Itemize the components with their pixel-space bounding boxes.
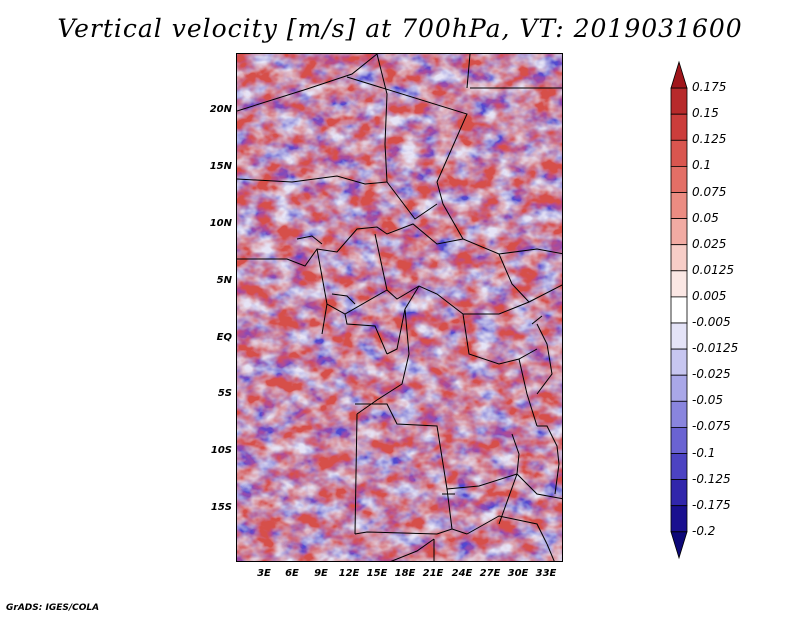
colorbar-bin xyxy=(670,426,688,454)
colorbar-level-label: 0.1 xyxy=(692,158,712,173)
colorbar-level-label: -0.2 xyxy=(692,523,716,538)
colorbar-level-label: 0.15 xyxy=(692,106,719,121)
colorbar xyxy=(670,60,688,560)
lon-label-15e: 15E xyxy=(366,568,388,579)
lon-label-6e: 6E xyxy=(285,568,299,579)
colorbar-level-label: -0.0125 xyxy=(692,341,739,356)
colorbar-level-label: -0.175 xyxy=(692,497,731,512)
colorbar-bin xyxy=(670,505,688,533)
lon-label-18e: 18E xyxy=(394,568,416,579)
colorbar-level-label: 0.05 xyxy=(692,210,719,225)
lat-label-5n: 5N xyxy=(216,275,232,286)
colorbar-bin xyxy=(670,322,688,350)
lon-label-12e: 12E xyxy=(338,568,360,579)
lon-label-27e: 27E xyxy=(479,568,501,579)
lon-label-33e: 33E xyxy=(535,568,557,579)
colorbar-bin xyxy=(670,113,688,141)
lon-label-24e: 24E xyxy=(451,568,473,579)
plot-title: Vertical velocity [m/s] at 700hPa, VT: 2… xyxy=(57,14,743,43)
colorbar-bin xyxy=(670,348,688,376)
colorbar-bin xyxy=(670,479,688,507)
colorbar-level-label: 0.125 xyxy=(692,132,727,147)
lon-label-3e: 3E xyxy=(257,568,271,579)
grads-credit: GrADS: IGES/COLA xyxy=(6,603,100,613)
colorbar-bin xyxy=(670,192,688,220)
colorbar-level-label: 0.075 xyxy=(692,184,727,199)
lat-label-10s: 10S xyxy=(210,445,232,456)
lon-label-21e: 21E xyxy=(422,568,444,579)
colorbar-bin xyxy=(670,531,688,560)
country-borders xyxy=(237,54,562,561)
colorbar-bin xyxy=(670,374,688,402)
lat-label-15s: 15S xyxy=(210,502,232,513)
colorbar-level-label: -0.005 xyxy=(692,315,731,329)
colorbar-level-label: -0.075 xyxy=(692,419,731,434)
colorbar-level-label: 0.005 xyxy=(692,288,727,303)
map-panel xyxy=(236,53,563,562)
colorbar-bin xyxy=(670,218,688,246)
colorbar-bin xyxy=(670,296,688,324)
colorbar-bin xyxy=(670,270,688,298)
colorbar-level-label: -0.05 xyxy=(692,393,724,408)
colorbar-bin xyxy=(670,166,688,193)
lat-label-10n: 10N xyxy=(209,218,232,229)
lon-label-9e: 9E xyxy=(314,568,328,579)
colorbar-bin xyxy=(670,139,688,167)
colorbar-bin xyxy=(670,400,688,428)
lon-label-30e: 30E xyxy=(507,568,529,579)
lat-label-eq: EQ xyxy=(216,332,232,343)
lat-label-15n: 15N xyxy=(209,161,232,172)
colorbar-level-label: -0.1 xyxy=(692,445,716,460)
colorbar-bin xyxy=(670,87,688,115)
colorbar-level-label: 0.025 xyxy=(692,236,727,251)
colorbar-level-label: 0.0125 xyxy=(692,262,734,277)
colorbar-level-label: -0.125 xyxy=(692,471,731,486)
colorbar-level-label: 0.175 xyxy=(692,80,727,95)
colorbar-bin xyxy=(670,453,688,481)
colorbar-bin xyxy=(670,244,688,272)
lat-label-20n: 20N xyxy=(209,104,232,115)
vertical-velocity-map xyxy=(237,54,562,561)
lat-label-5s: 5S xyxy=(217,388,232,399)
colorbar-level-label: -0.025 xyxy=(692,367,731,382)
colorbar-bin xyxy=(670,60,688,89)
